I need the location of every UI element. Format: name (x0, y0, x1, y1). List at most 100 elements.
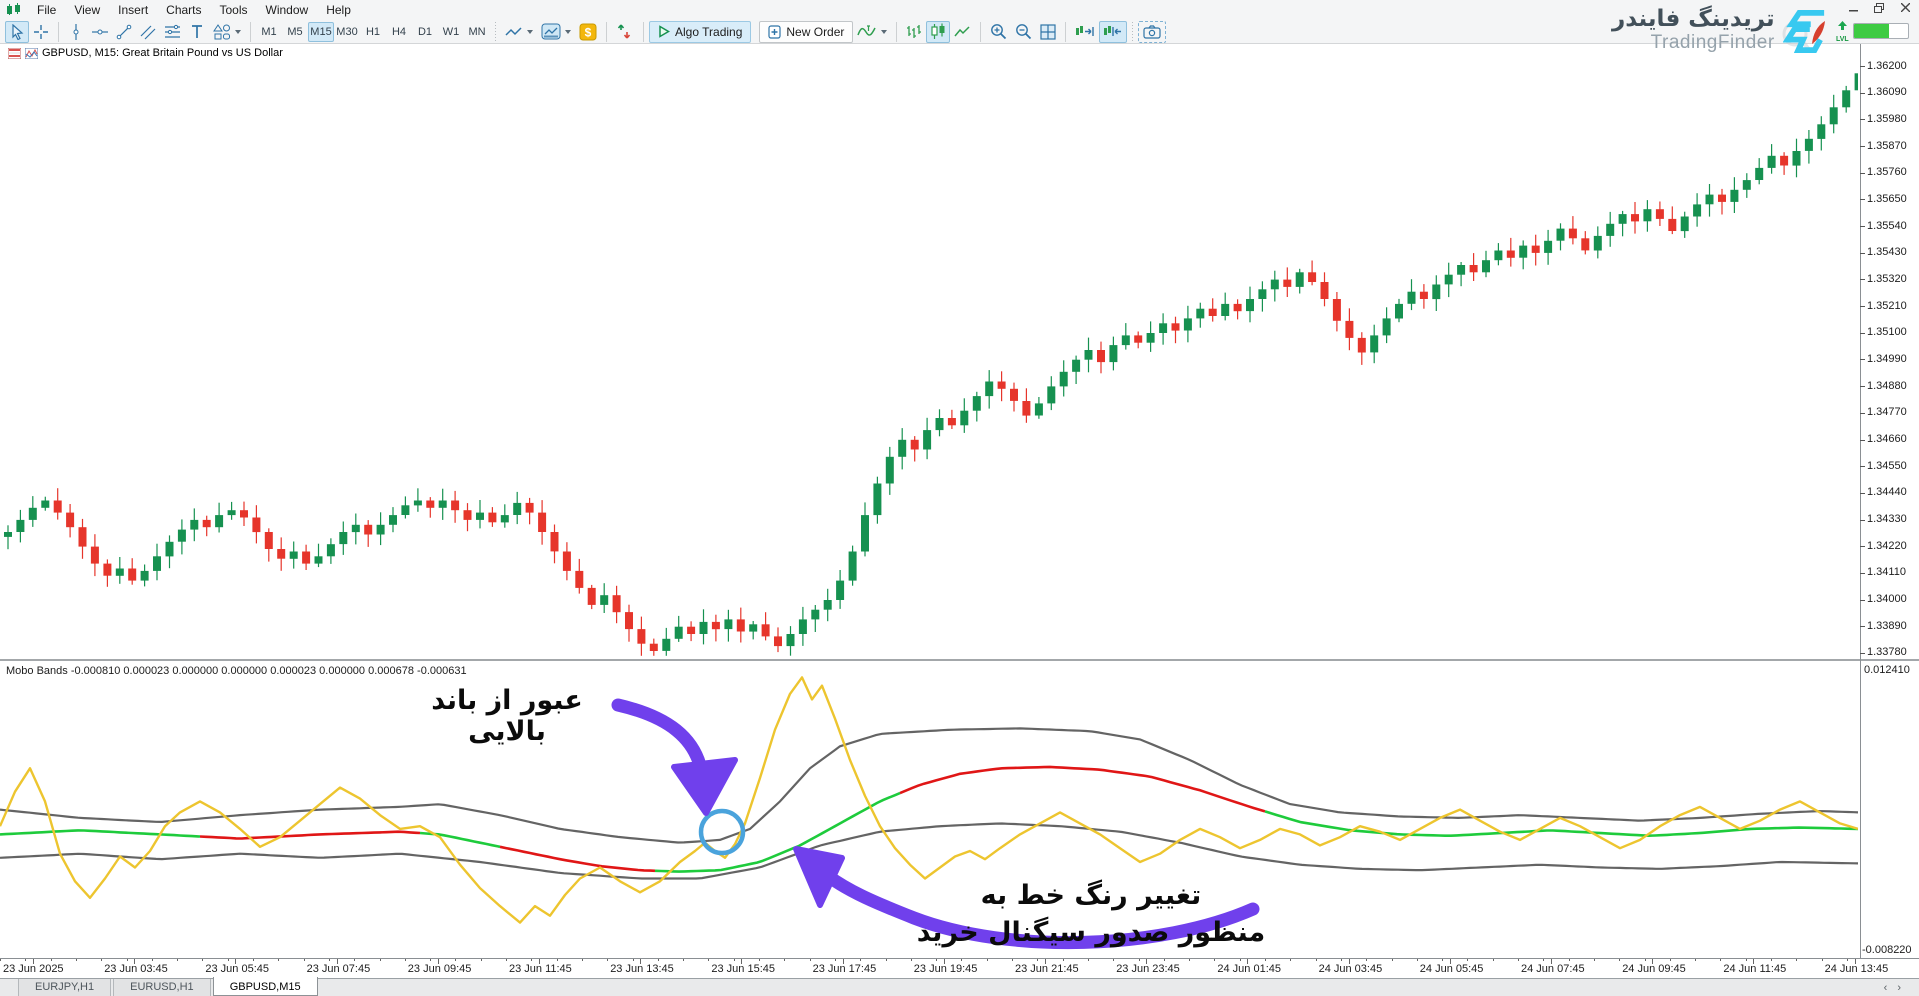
price-tick (1860, 492, 1865, 494)
time-label: 23 Jun 23:45 (1116, 963, 1180, 975)
indicators-button[interactable] (853, 21, 891, 43)
time-minor-tick (1846, 959, 1848, 961)
menu-item-help[interactable]: Help (326, 2, 351, 17)
time-label: 23 Jun 2025 (3, 963, 64, 975)
level-progress-bar (1852, 22, 1909, 39)
time-label: 23 Jun 09:45 (407, 963, 472, 975)
menu-item-view[interactable]: View (74, 2, 101, 17)
time-major-tick (640, 959, 642, 964)
menu-item-window[interactable]: Window (265, 2, 309, 17)
mobo-bands-chart[interactable] (0, 661, 1858, 958)
time-minor-tick (1315, 959, 1317, 961)
upper-band-arrowhead (671, 757, 738, 816)
indicator-max-label: 0.012410 (1864, 664, 1910, 676)
price-label: 1.34000 (1867, 593, 1907, 606)
time-minor-tick (657, 959, 659, 961)
equidistant-tool-button[interactable] (160, 21, 185, 43)
candlestick-chart[interactable] (0, 62, 1858, 659)
time-minor-tick (1037, 959, 1039, 961)
text-tool-button[interactable] (185, 21, 209, 43)
time-minor-tick (986, 959, 988, 961)
time-minor-tick (151, 959, 153, 961)
time-minor-tick (455, 959, 457, 961)
time-axis[interactable]: 23 Jun 2025 23 Jun 03:45 23 Jun 05:45 23 Ju… (0, 959, 1919, 978)
timeframe-button-m30[interactable]: M30 (336, 25, 358, 38)
menu-item-charts[interactable]: Charts (166, 2, 202, 17)
timeframe-button-mn[interactable]: MN (468, 25, 486, 38)
time-minor-tick (202, 959, 204, 961)
line-view-button[interactable] (950, 21, 975, 43)
time-major-tick (437, 959, 439, 964)
restore-button[interactable] (1869, 1, 1889, 14)
shapes-tool-button[interactable] (209, 21, 245, 43)
time-minor-tick (379, 959, 381, 961)
price-tick (1860, 652, 1865, 654)
shift-chart-end-button[interactable] (1071, 21, 1099, 43)
band-cross-circle (698, 808, 746, 856)
time-minor-tick (1391, 959, 1393, 961)
vertical-line-tool-button[interactable] (64, 21, 88, 43)
chevron-down-icon (527, 29, 533, 34)
zoom-in-button[interactable] (986, 21, 1011, 43)
algo-trading-button[interactable]: Algo Trading (649, 20, 752, 43)
time-minor-tick (328, 959, 330, 961)
time-major-tick (1854, 959, 1856, 964)
chart-title-text: GBPUSD, M15: Great Britain Pound vs US D… (42, 47, 283, 59)
time-minor-tick (75, 959, 77, 961)
time-minor-tick (1062, 959, 1064, 961)
candles-view-button[interactable] (926, 20, 951, 43)
chart-tab-eurusd-h1[interactable]: EURUSD,H1 (113, 979, 211, 996)
indicator-window-button[interactable] (537, 21, 575, 43)
timeframe-button-h4[interactable]: H4 (391, 25, 407, 38)
timeframe-button-w1[interactable]: W1 (442, 25, 460, 38)
deposit-button[interactable]: $ (575, 21, 601, 43)
channel-tool-button[interactable] (136, 21, 160, 43)
time-label: 23 Jun 15:45 (711, 963, 776, 975)
time-minor-tick (632, 959, 634, 961)
menu-item-file[interactable]: File (37, 2, 57, 17)
auto-scroll-button[interactable] (1099, 20, 1128, 43)
new-order-label: New Order (786, 24, 845, 39)
chart-tab-eurjpy-h1[interactable]: EURJPY,H1 (18, 979, 112, 996)
bars-view-button[interactable] (902, 21, 926, 43)
time-minor-tick (1239, 959, 1241, 961)
crosshair-button[interactable] (29, 21, 53, 43)
upper-band-arrow (611, 698, 708, 776)
horizontal-line-tool-button[interactable] (88, 21, 112, 43)
close-button[interactable] (1895, 1, 1915, 14)
chart-tab-gbpusd-m15[interactable]: GBPUSD,M15 (212, 977, 318, 996)
buy-sell-button[interactable] (612, 21, 638, 43)
time-minor-tick (1821, 959, 1823, 961)
indicator-min-label: -0.008220 (1862, 944, 1912, 956)
indicator-separator[interactable] (0, 659, 1919, 661)
time-label: 24 Jun 07:45 (1521, 963, 1585, 975)
tile-windows-button[interactable] (1036, 21, 1060, 43)
time-minor-tick (101, 959, 103, 961)
timeframe-button-d1[interactable]: D1 (417, 25, 433, 38)
price-label: 1.35210 (1867, 299, 1907, 312)
new-order-button[interactable]: New Order (759, 20, 854, 43)
tab-scroll-arrows[interactable]: ‹› (1883, 982, 1911, 994)
trendline-tool-button[interactable] (112, 21, 136, 43)
zoom-out-button[interactable] (1011, 21, 1036, 43)
mini-chart-icon[interactable] (25, 47, 38, 59)
time-major-tick (1652, 959, 1654, 964)
time-major-tick (1449, 959, 1451, 964)
timeframe-button-m5[interactable]: M5 (287, 25, 303, 38)
timeframe-button-h1[interactable]: H1 (365, 25, 381, 38)
price-tick (1860, 199, 1865, 201)
annotation-buy-signal: تغییر رنگ خط به منظور صدور سیگنال خرید (900, 877, 1282, 951)
time-minor-tick (430, 959, 432, 961)
price-label: 1.35980 (1867, 112, 1907, 125)
cursor-button[interactable] (5, 20, 29, 43)
screenshot-button[interactable] (1138, 20, 1167, 43)
menu-item-tools[interactable]: Tools (219, 2, 248, 17)
minimize-button[interactable] (1843, 1, 1863, 14)
timeframe-button-m15[interactable]: M15 (308, 21, 334, 42)
line-style-button[interactable] (501, 21, 537, 43)
menu-item-insert[interactable]: Insert (118, 2, 149, 17)
depth-of-market-icon[interactable] (8, 47, 21, 59)
timeframe-button-m1[interactable]: M1 (261, 25, 277, 38)
time-minor-tick (1087, 959, 1089, 961)
